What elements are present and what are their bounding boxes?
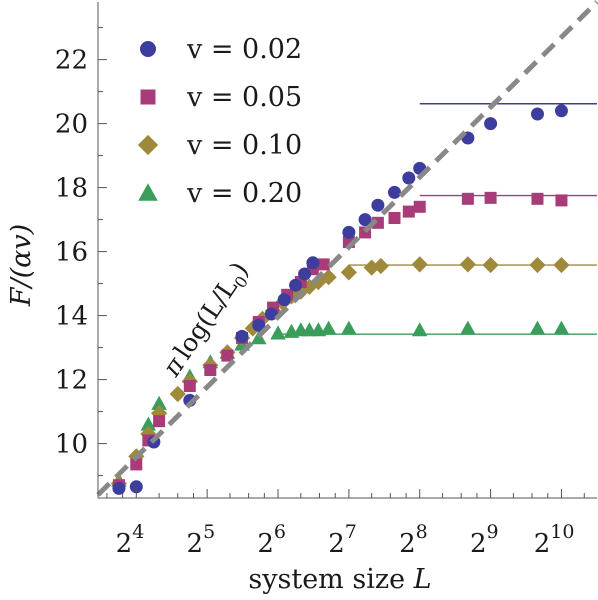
- data-point: [169, 385, 186, 403]
- data-point: [130, 458, 143, 471]
- data-point: [289, 278, 303, 292]
- data-point: [554, 104, 568, 118]
- data-point: [140, 416, 157, 431]
- data-point: [402, 205, 415, 218]
- data-point: [460, 320, 476, 335]
- legend-label: v = 0.05: [186, 82, 302, 113]
- data-point: [531, 192, 544, 205]
- y-tick-label: 12: [55, 366, 88, 396]
- legend-label: v = 0.02: [186, 34, 302, 65]
- data-point: [530, 107, 544, 121]
- y-axis-label: F/(αv): [6, 224, 37, 307]
- x-axis-label: system size L: [248, 564, 431, 595]
- reference-line: [96, 0, 598, 497]
- data-point: [411, 322, 428, 337]
- data-point: [553, 256, 570, 274]
- data-point: [252, 318, 266, 332]
- x-tick-label: 29: [470, 521, 499, 559]
- data-point: [553, 320, 570, 335]
- data-point: [306, 256, 320, 270]
- legend-marker: [138, 183, 158, 201]
- data-point: [459, 256, 476, 273]
- legend-marker: [140, 41, 156, 57]
- data-point: [461, 192, 474, 205]
- x-tick-label: 24: [116, 521, 145, 559]
- data-point: [235, 329, 249, 343]
- legend-marker: [137, 134, 159, 156]
- x-tick-label: 26: [257, 521, 286, 559]
- data-point: [358, 213, 372, 227]
- x-tick-label: 28: [399, 521, 428, 559]
- y-tick-label: 20: [55, 110, 88, 140]
- data-point: [484, 117, 498, 131]
- data-point: [555, 194, 568, 207]
- data-point: [402, 171, 416, 185]
- data-point: [372, 257, 389, 275]
- legend-label: v = 0.20: [186, 178, 302, 209]
- data-point: [413, 200, 426, 213]
- data-point: [112, 481, 126, 495]
- data-point: [387, 185, 401, 199]
- data-point: [151, 395, 167, 410]
- y-tick-label: 18: [55, 174, 88, 204]
- plot-area: [96, 0, 598, 497]
- legend-marker: [140, 89, 156, 105]
- data-point: [317, 258, 330, 271]
- axes: 10 12 14 16 18 20 22 24 25 26 27 28 29 210: [55, 2, 597, 559]
- data-point: [529, 256, 546, 274]
- data-point: [388, 212, 401, 224]
- data-point: [270, 325, 286, 340]
- data-point: [298, 267, 312, 281]
- data-point: [482, 256, 499, 274]
- x-axis-label-prefix: system size: [248, 564, 413, 595]
- y-tick-label: 14: [55, 302, 88, 332]
- y-tick-label: 22: [55, 46, 88, 76]
- data-point: [341, 320, 357, 335]
- legend: v = 0.02 v = 0.05 v = 0.10 v = 0.20: [137, 34, 302, 209]
- data-point: [320, 269, 337, 286]
- data-point: [153, 415, 166, 428]
- legend-label: v = 0.10: [186, 130, 302, 161]
- data-point: [411, 256, 428, 273]
- data-point: [320, 320, 337, 335]
- x-axis-label-var: L: [413, 564, 432, 595]
- data-point: [484, 191, 497, 204]
- data-point: [129, 480, 143, 494]
- data-point: [183, 380, 196, 392]
- data-point: [277, 293, 291, 307]
- data-point: [371, 198, 385, 212]
- data-point: [342, 225, 356, 239]
- data-point: [340, 264, 357, 281]
- data-point: [221, 349, 234, 362]
- data-point: [204, 364, 217, 376]
- data-point: [244, 320, 261, 337]
- x-tick-label: 210: [534, 521, 575, 559]
- y-tick-label: 16: [55, 238, 88, 268]
- x-tick-label: 25: [187, 521, 216, 559]
- y-tick-label: 10: [55, 430, 88, 460]
- x-tick-label: 27: [328, 521, 357, 559]
- data-point: [529, 320, 546, 335]
